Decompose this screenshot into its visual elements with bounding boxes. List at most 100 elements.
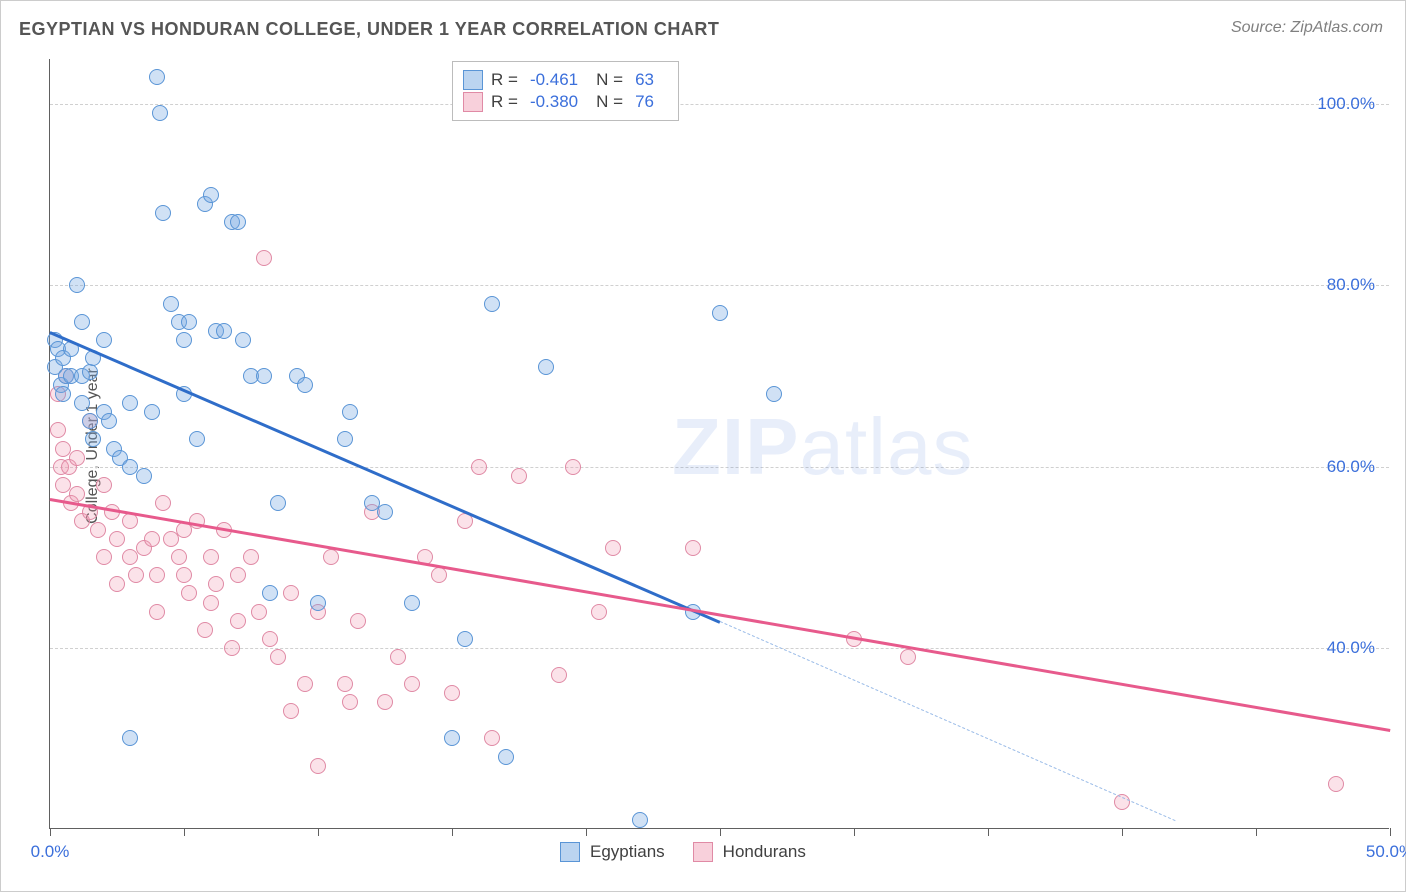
x-tick [854, 828, 855, 836]
data-point-pink [50, 422, 66, 438]
plot-area: 40.0%60.0%80.0%100.0%0.0%50.0%ZIPatlasR … [49, 59, 1389, 829]
data-point-blue [632, 812, 648, 828]
gridline-h [50, 648, 1389, 649]
data-point-pink [390, 649, 406, 665]
data-point-blue [310, 595, 326, 611]
x-tick [988, 828, 989, 836]
data-point-pink [685, 540, 701, 556]
stat-n-value: 76 [635, 92, 654, 112]
data-point-pink [230, 567, 246, 583]
stat-n-value: 63 [635, 70, 654, 90]
data-point-blue [203, 187, 219, 203]
chart-title: EGYPTIAN VS HONDURAN COLLEGE, UNDER 1 YE… [19, 19, 719, 40]
data-point-blue [342, 404, 358, 420]
trend-line-blue-dash [720, 621, 1176, 821]
data-point-blue [189, 431, 205, 447]
x-tick [1390, 828, 1391, 836]
data-point-blue [230, 214, 246, 230]
x-tick-label: 50.0% [1366, 842, 1406, 862]
data-point-blue [163, 296, 179, 312]
x-tick [1256, 828, 1257, 836]
data-point-pink [283, 703, 299, 719]
data-point-pink [155, 495, 171, 511]
data-point-pink [69, 450, 85, 466]
data-point-pink [230, 613, 246, 629]
data-point-blue [256, 368, 272, 384]
data-point-pink [262, 631, 278, 647]
data-point-blue [85, 431, 101, 447]
data-point-pink [197, 622, 213, 638]
data-point-pink [96, 477, 112, 493]
stat-r-label: R = [491, 70, 518, 90]
data-point-pink [471, 459, 487, 475]
x-tick [184, 828, 185, 836]
data-point-pink [270, 649, 286, 665]
data-point-blue [766, 386, 782, 402]
data-point-pink [431, 567, 447, 583]
data-point-blue [155, 205, 171, 221]
data-point-pink [484, 730, 500, 746]
data-point-pink [256, 250, 272, 266]
data-point-pink [224, 640, 240, 656]
data-point-blue [538, 359, 554, 375]
data-point-blue [74, 314, 90, 330]
data-point-pink [551, 667, 567, 683]
stat-r-value: -0.380 [530, 92, 578, 112]
stats-legend: R =-0.461N =63R =-0.380N =76 [452, 61, 679, 121]
data-point-pink [377, 694, 393, 710]
source-label: Source: ZipAtlas.com [1231, 19, 1383, 37]
legend-swatch [463, 92, 483, 112]
data-point-pink [109, 576, 125, 592]
data-point-blue [122, 395, 138, 411]
chart-container: EGYPTIAN VS HONDURAN COLLEGE, UNDER 1 YE… [0, 0, 1406, 892]
data-point-pink [144, 531, 160, 547]
data-point-pink [149, 604, 165, 620]
data-point-blue [96, 332, 112, 348]
data-point-blue [262, 585, 278, 601]
data-point-pink [181, 585, 197, 601]
data-point-pink [342, 694, 358, 710]
data-point-pink [109, 531, 125, 547]
data-point-pink [283, 585, 299, 601]
data-point-blue [55, 386, 71, 402]
data-point-blue [152, 105, 168, 121]
data-point-blue [181, 314, 197, 330]
data-point-pink [96, 549, 112, 565]
x-tick [452, 828, 453, 836]
data-point-blue [69, 277, 85, 293]
legend-label: Hondurans [723, 842, 806, 862]
x-tick [586, 828, 587, 836]
data-point-blue [297, 377, 313, 393]
data-point-pink [605, 540, 621, 556]
data-point-blue [498, 749, 514, 765]
data-point-pink [444, 685, 460, 701]
data-point-blue [457, 631, 473, 647]
x-tick [318, 828, 319, 836]
data-point-blue [122, 730, 138, 746]
data-point-blue [404, 595, 420, 611]
data-point-blue [235, 332, 251, 348]
data-point-blue [270, 495, 286, 511]
legend-swatch [560, 842, 580, 862]
legend-swatch [693, 842, 713, 862]
data-point-pink [511, 468, 527, 484]
stats-row: R =-0.380N =76 [463, 92, 664, 112]
data-point-pink [243, 549, 259, 565]
gridline-h [50, 285, 1389, 286]
data-point-pink [323, 549, 339, 565]
gridline-h [50, 104, 1389, 105]
stat-r-value: -0.461 [530, 70, 578, 90]
data-point-pink [591, 604, 607, 620]
legend-swatch [463, 70, 483, 90]
watermark: ZIPatlas [672, 401, 973, 493]
data-point-blue [216, 323, 232, 339]
data-point-blue [101, 413, 117, 429]
data-point-blue [484, 296, 500, 312]
data-point-blue [82, 364, 98, 380]
data-point-pink [69, 486, 85, 502]
x-tick [720, 828, 721, 836]
stats-row: R =-0.461N =63 [463, 70, 664, 90]
data-point-blue [444, 730, 460, 746]
y-tick-label: 100.0% [1317, 94, 1375, 114]
y-tick-label: 40.0% [1327, 638, 1375, 658]
